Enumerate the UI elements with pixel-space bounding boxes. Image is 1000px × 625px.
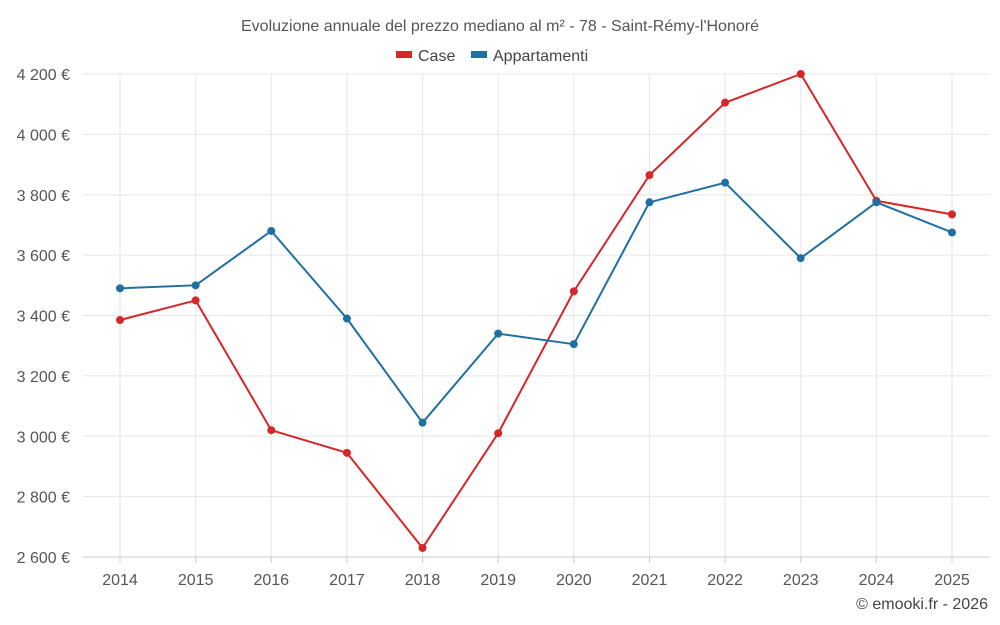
y-tick-label: 3 800 €	[17, 188, 70, 205]
x-tick-label: 2015	[178, 572, 214, 589]
data-point-case-2016[interactable]	[267, 426, 276, 435]
series-layer	[116, 70, 956, 552]
data-point-case-2015[interactable]	[191, 296, 200, 305]
data-point-case-2018[interactable]	[418, 543, 427, 552]
x-tick-label: 2020	[556, 572, 592, 589]
data-point-case-2019[interactable]	[494, 429, 503, 438]
series-line-case	[119, 73, 953, 549]
x-tick-label: 2018	[405, 572, 441, 589]
x-tick-label: 2021	[632, 572, 668, 589]
legend-swatch-appartamenti	[471, 51, 487, 58]
x-axis: 2014 2015 2016 2017 2018 2019 2020 2021 2022 2023…	[83, 556, 990, 589]
grid	[83, 73, 990, 558]
data-point-case-2023[interactable]	[796, 70, 805, 78]
legend-swatch-case	[396, 51, 412, 58]
data-point-case-2025[interactable]	[948, 210, 956, 219]
y-tick-label: 3 600 €	[17, 248, 70, 265]
data-point-appartamenti-2024[interactable]	[872, 198, 881, 207]
y-tick-label: 3 000 €	[17, 429, 70, 446]
data-point-appartamenti-2023[interactable]	[796, 254, 805, 263]
legend-label-case[interactable]: Case	[418, 48, 455, 65]
data-point-appartamenti-2021[interactable]	[645, 198, 654, 207]
series-case	[116, 70, 956, 552]
x-tick-label: 2017	[329, 572, 365, 589]
data-point-appartamenti-2015[interactable]	[191, 281, 200, 290]
data-point-appartamenti-2017[interactable]	[342, 314, 351, 323]
y-tick-label: 2 600 €	[17, 550, 70, 567]
data-point-appartamenti-2016[interactable]	[267, 226, 276, 235]
data-point-case-2021[interactable]	[645, 171, 654, 180]
chart-title: Evoluzione annuale del prezzo mediano al…	[241, 18, 759, 35]
data-point-appartamenti-2018[interactable]	[418, 418, 427, 427]
x-tick-label: 2025	[934, 572, 970, 589]
data-point-appartamenti-2014[interactable]	[116, 284, 124, 293]
series-line-appartamenti	[119, 181, 953, 424]
series-appartamenti	[116, 178, 956, 427]
data-point-appartamenti-2019[interactable]	[494, 329, 503, 338]
y-tick-label: 4 000 €	[17, 127, 70, 144]
data-point-case-2014[interactable]	[116, 316, 124, 325]
data-point-appartamenti-2022[interactable]	[721, 178, 730, 187]
y-axis: 2 600 € 2 800 € 3 000 € 3 200 € 3 400 € 3 600…	[17, 67, 70, 567]
y-tick-label: 3 200 €	[17, 369, 70, 386]
data-point-appartamenti-2020[interactable]	[569, 340, 578, 349]
y-tick-label: 2 800 €	[17, 490, 70, 507]
data-point-case-2022[interactable]	[721, 98, 730, 107]
x-tick-label: 2024	[859, 572, 895, 589]
legend-label-appartamenti[interactable]: Appartamenti	[493, 48, 588, 65]
y-tick-label: 4 200 €	[17, 67, 70, 84]
legend: Case Appartamenti	[396, 48, 588, 65]
x-tick-label: 2014	[102, 572, 138, 589]
x-tick-label: 2022	[707, 572, 743, 589]
data-point-appartamenti-2025[interactable]	[948, 228, 956, 237]
credit-text: © emooki.fr - 2026	[856, 596, 988, 613]
data-point-case-2017[interactable]	[342, 448, 351, 457]
x-tick-label: 2016	[253, 572, 289, 589]
data-point-case-2020[interactable]	[569, 287, 578, 296]
x-tick-label: 2019	[480, 572, 516, 589]
x-tick-label: 2023	[783, 572, 819, 589]
y-tick-label: 3 400 €	[17, 309, 70, 326]
